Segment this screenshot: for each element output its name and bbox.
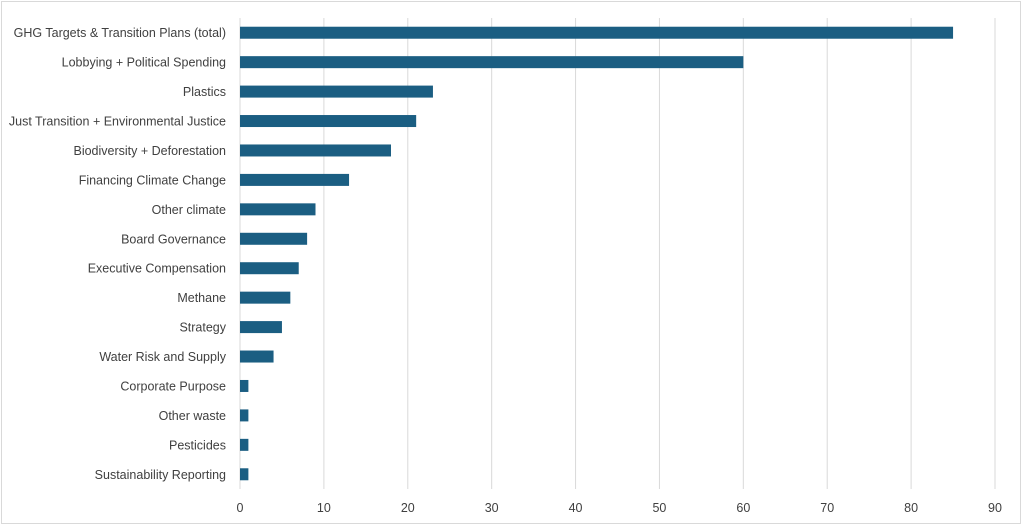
bar — [240, 203, 316, 216]
bars — [240, 26, 954, 481]
category-label: Corporate Purpose — [120, 379, 226, 393]
bar — [240, 173, 350, 186]
x-tick-labels: 0 10 20 30 40 50 60 70 80 90 — [237, 501, 1002, 515]
bar — [240, 144, 391, 157]
bar — [240, 115, 417, 128]
x-tick-label: 20 — [401, 501, 415, 515]
x-tick-label: 60 — [736, 501, 750, 515]
category-label: Sustainability Reporting — [95, 468, 226, 482]
bar — [240, 409, 249, 422]
category-label: Just Transition + Environmental Justice — [9, 115, 226, 129]
bar — [240, 438, 249, 451]
category-label: GHG Targets & Transition Plans (total) — [14, 26, 226, 40]
category-label: Biodiversity + Deforestation — [73, 144, 226, 158]
x-tick-label: 90 — [988, 501, 1002, 515]
category-label: Water Risk and Supply — [99, 350, 226, 364]
bar — [240, 350, 274, 363]
bar — [240, 26, 954, 39]
category-label: Other waste — [159, 409, 226, 423]
category-labels: GHG Targets & Transition Plans (total) Lo… — [9, 26, 227, 482]
category-label: Methane — [177, 291, 226, 305]
x-tick-label: 70 — [820, 501, 834, 515]
x-tick-label: 50 — [652, 501, 666, 515]
bar — [240, 85, 433, 98]
bar — [240, 262, 299, 275]
category-label: Pesticides — [169, 438, 226, 452]
category-label: Other climate — [152, 203, 226, 217]
bar — [240, 321, 282, 334]
category-label: Lobbying + Political Spending — [62, 56, 226, 70]
category-label: Financing Climate Change — [79, 173, 226, 187]
category-label: Board Governance — [121, 232, 226, 246]
category-label: Strategy — [179, 321, 226, 335]
bar — [240, 56, 744, 69]
x-tick-label: 0 — [237, 501, 244, 515]
category-label: Executive Compensation — [88, 262, 226, 276]
x-tick-label: 40 — [569, 501, 583, 515]
x-tick-label: 30 — [485, 501, 499, 515]
category-label: Plastics — [183, 85, 226, 99]
bar — [240, 291, 291, 304]
x-tick-label: 80 — [904, 501, 918, 515]
x-tick-label: 10 — [317, 501, 331, 515]
bar — [240, 232, 308, 245]
bar — [240, 468, 249, 481]
bar — [240, 379, 249, 392]
